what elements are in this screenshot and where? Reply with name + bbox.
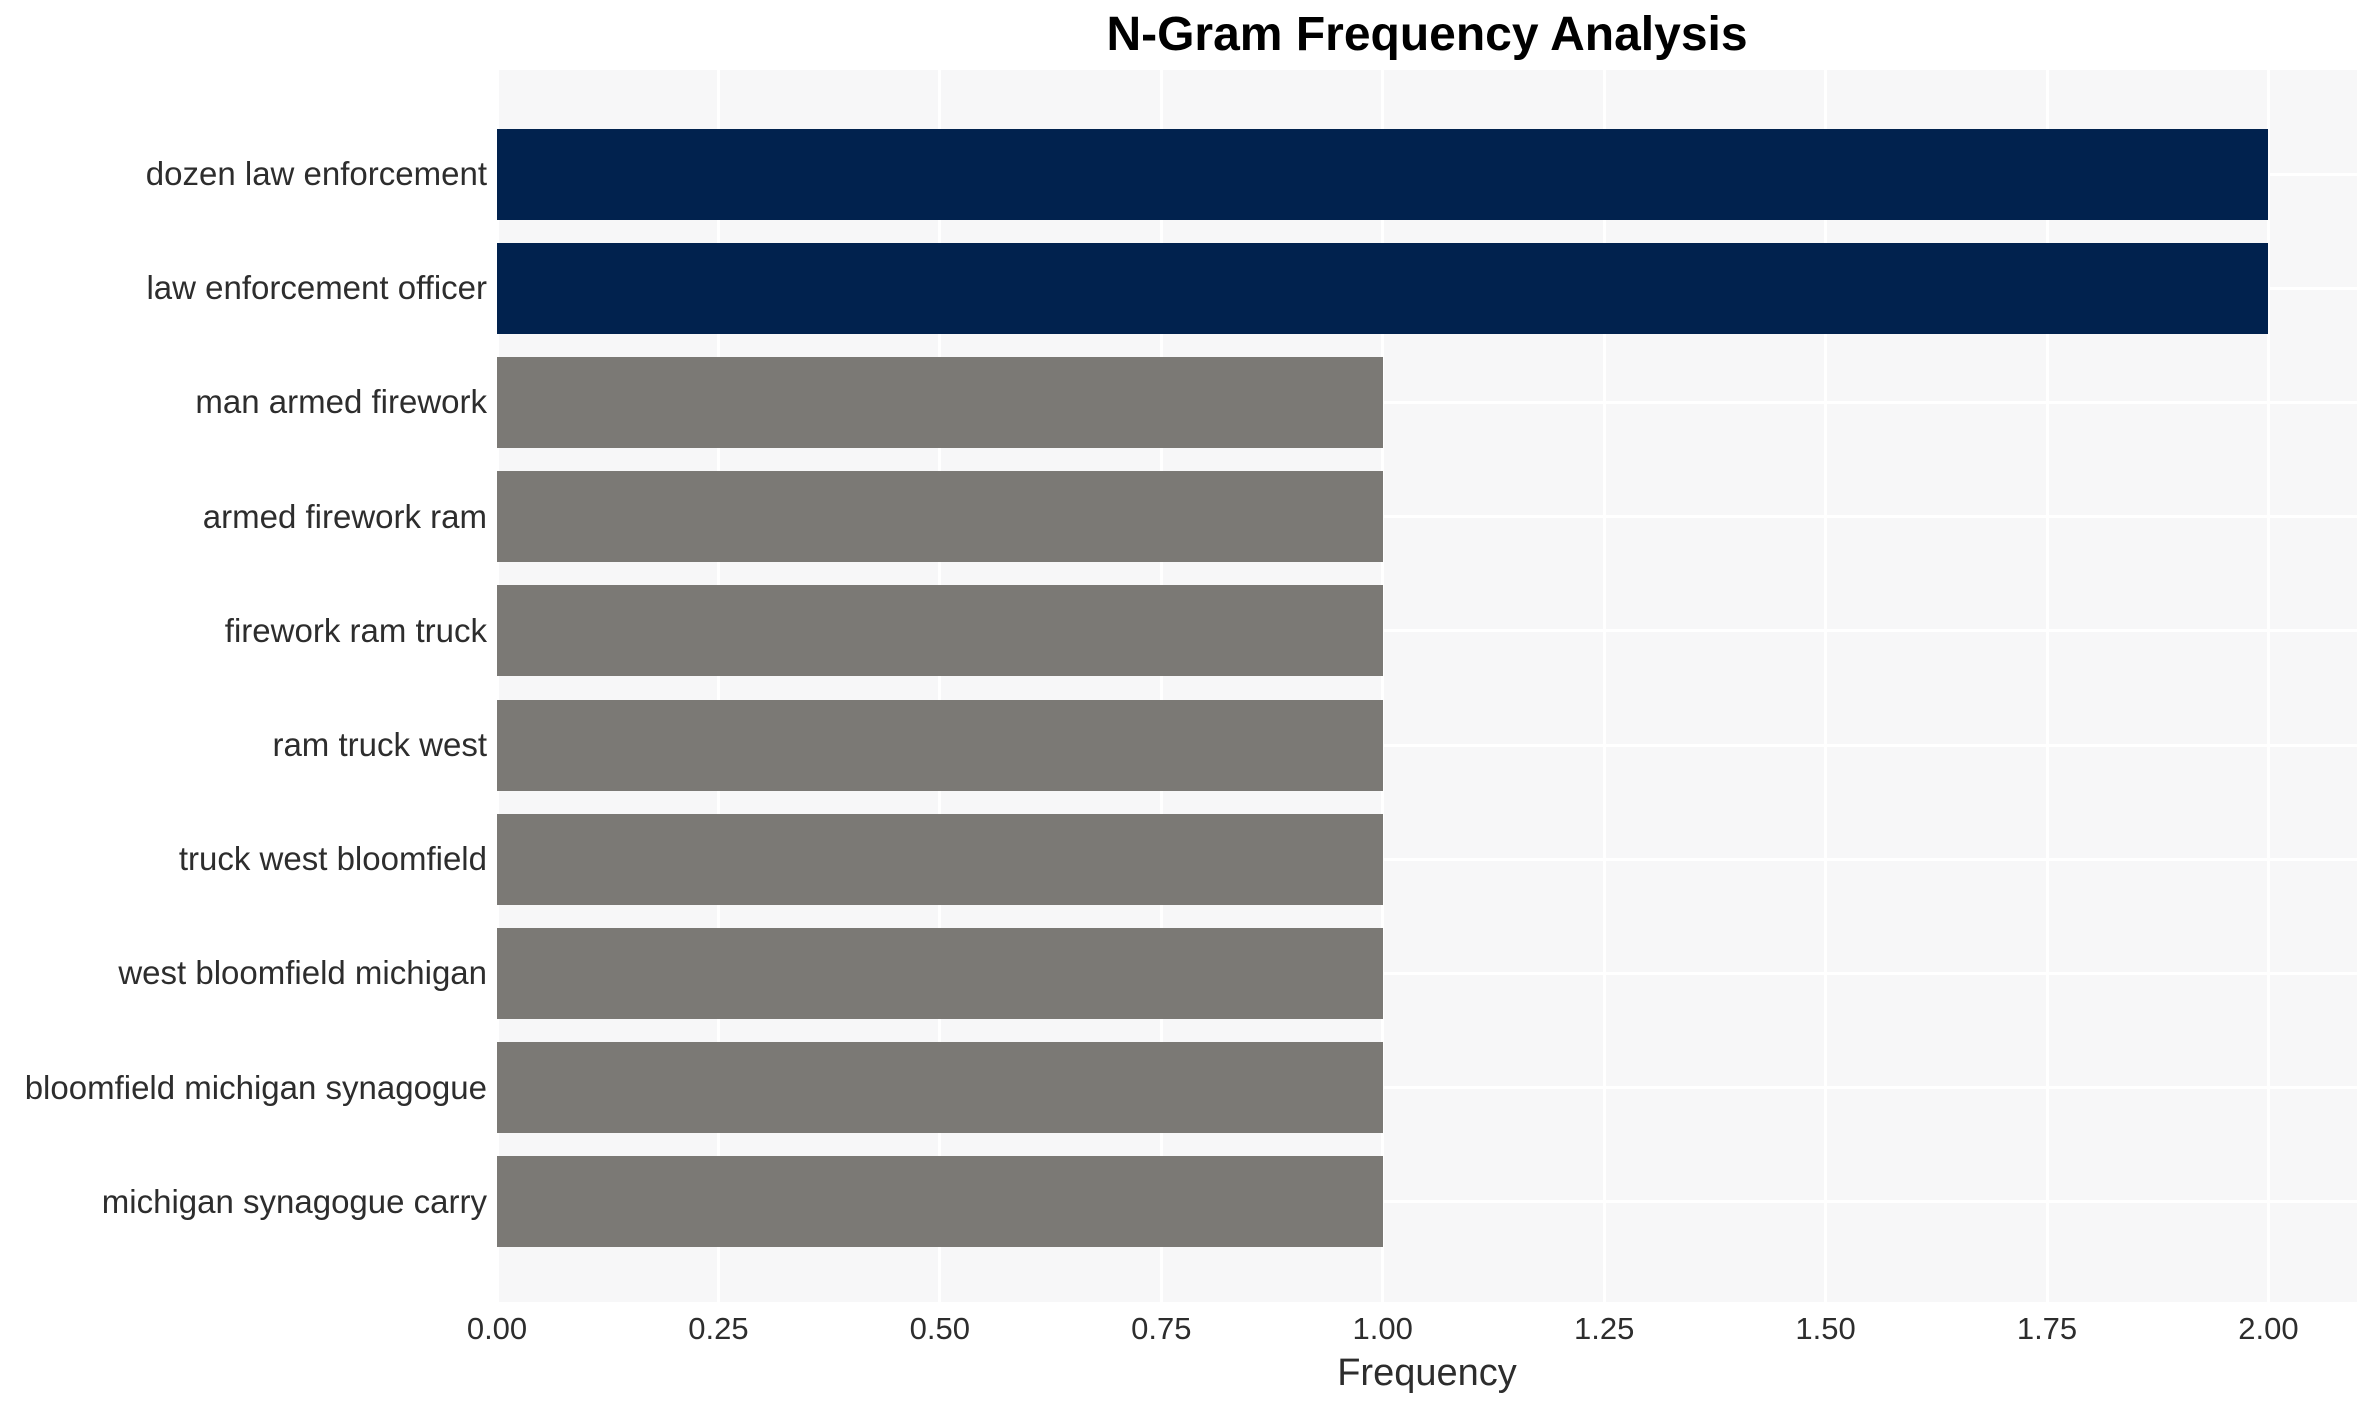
chart-title: N-Gram Frequency Analysis — [1106, 8, 1748, 61]
bar — [497, 128, 2269, 220]
x-gridline — [1159, 70, 1163, 1302]
y-gridline — [497, 629, 2357, 633]
bar — [497, 1042, 1383, 1134]
x-tick-label: 1.25 — [1573, 1311, 1635, 1346]
x-gridline — [1824, 70, 1828, 1302]
y-axis-label: michigan synagogue carry — [101, 1182, 487, 1220]
y-gridline — [497, 400, 2357, 404]
y-axis-label: ram truck west — [272, 726, 487, 763]
x-tick-label: 1.75 — [2016, 1311, 2078, 1346]
y-gridline — [497, 1086, 2357, 1090]
bar — [497, 699, 1383, 791]
bar — [497, 356, 1383, 448]
y-gridline — [497, 515, 2357, 519]
x-tick-label: 1.00 — [1352, 1311, 1413, 1346]
y-gridline — [497, 971, 2357, 975]
y-axis-label: dozen law enforcement — [145, 155, 487, 192]
y-axis-label: man armed firework — [195, 383, 487, 421]
bar — [497, 1156, 1383, 1248]
x-tick-label: 0.25 — [688, 1311, 749, 1346]
y-axis-label: law enforcement officer — [146, 269, 487, 307]
bar — [497, 471, 1383, 563]
y-axis-label: firework ram truck — [224, 611, 487, 649]
x-tick-label: 0.50 — [909, 1311, 971, 1346]
x-gridline — [716, 70, 720, 1302]
bar — [497, 927, 1383, 1019]
plot-panel — [497, 70, 2357, 1302]
y-axis-label: west bloomfield michigan — [118, 954, 487, 992]
y-gridline — [497, 857, 2357, 861]
y-axis-label: truck west bloomfield — [178, 840, 487, 878]
bar — [497, 242, 2269, 334]
bar — [497, 813, 1383, 905]
y-gridline — [497, 743, 2357, 747]
x-gridline — [2266, 70, 2270, 1302]
x-tick-label: 0.00 — [466, 1311, 528, 1346]
bar — [497, 585, 1383, 677]
y-gridline — [497, 1200, 2357, 1204]
x-tick-label: 2.00 — [2238, 1311, 2299, 1346]
y-axis-label: armed firework ram — [202, 497, 487, 535]
x-gridline — [1602, 70, 1606, 1302]
x-axis-title: Frequency — [1337, 1352, 1517, 1394]
x-gridline — [497, 70, 499, 1302]
x-tick-label: 0.75 — [1131, 1311, 1192, 1346]
x-gridline — [938, 70, 942, 1302]
x-gridline — [1381, 70, 1385, 1302]
y-axis-label: bloomfield michigan synagogue — [24, 1068, 487, 1106]
x-gridline — [2045, 70, 2049, 1302]
x-tick-label: 1.50 — [1795, 1311, 1856, 1346]
